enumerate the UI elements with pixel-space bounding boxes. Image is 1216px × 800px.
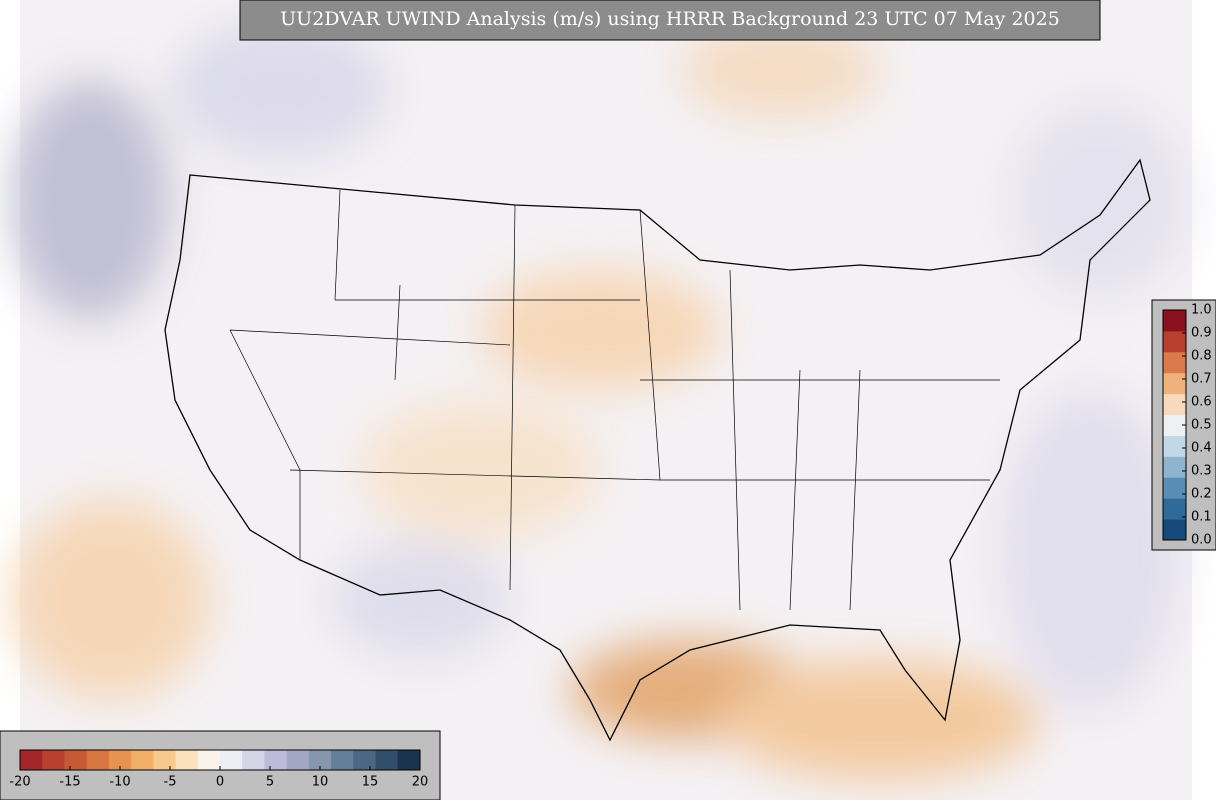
colorbar-tick-label: 0.1 — [1191, 510, 1212, 525]
colorbar-tick-label: -20 — [9, 775, 30, 790]
colorbar-tick-label: 0.4 — [1191, 441, 1212, 456]
colorbar-segment — [131, 750, 154, 770]
colorbar-segment — [42, 750, 65, 770]
colorbar-segment — [1163, 310, 1186, 332]
colorbar-tick-label: 0 — [216, 775, 224, 790]
colorbar-segment — [20, 750, 43, 770]
colorbar-segment — [1163, 456, 1186, 478]
colorbar-tick-label: -15 — [59, 775, 80, 790]
colorbar-tick-label: 20 — [412, 775, 429, 790]
colorbar-tick-label: -5 — [164, 775, 177, 790]
colorbar-segment — [153, 750, 177, 770]
colorbar-tick-label: 0.6 — [1191, 395, 1212, 410]
colorbar-tick-label: 0.7 — [1191, 372, 1212, 387]
colorbar-segment — [1163, 372, 1186, 395]
colorbar-segment — [86, 750, 110, 770]
colorbar-tick-label: 0.9 — [1191, 326, 1212, 341]
colorbar-segment — [1163, 519, 1186, 541]
colorbar-segment — [220, 750, 243, 770]
map-title: UU2DVAR UWIND Analysis (m/s) using HRRR … — [280, 8, 1060, 30]
colorbar-segment — [264, 750, 288, 770]
title-box: UU2DVAR UWIND Analysis (m/s) using HRRR … — [239, 0, 1101, 41]
colorbar-segment — [308, 750, 332, 770]
colorbar-segment — [1163, 330, 1186, 353]
colorbar-segment — [397, 750, 421, 770]
colorbar-tick-label: -10 — [109, 775, 130, 790]
colorbar-segment — [286, 750, 310, 770]
colorbar-segment — [331, 750, 354, 770]
colorbar-segment — [1163, 498, 1186, 520]
colorbar-segment — [108, 750, 132, 770]
colorbar-tick-label: 5 — [266, 775, 274, 790]
map-background — [10, 0, 1192, 800]
colorbar-segment — [353, 750, 377, 770]
colorbar-tick-label: 10 — [312, 775, 329, 790]
colorbar-tick-label: 0.5 — [1191, 418, 1212, 433]
colorbar-segment — [1163, 414, 1186, 436]
colorbar-tick-label: 0.3 — [1191, 464, 1212, 479]
colorbar-segment — [197, 750, 221, 770]
right-colorbar: 0.0 0.1 0.2 0.3 0.4 0.5 0.6 0.7 0.8 0.9 1.0 — [1151, 299, 1216, 551]
colorbar-tick-label: 15 — [362, 775, 379, 790]
colorbar-segment — [242, 750, 265, 770]
colorbar-segment — [1163, 477, 1186, 499]
colorbar-tick-label: 1.0 — [1191, 303, 1212, 318]
colorbar-segment — [1163, 393, 1186, 416]
colorbar-tick-label: 0.8 — [1191, 349, 1212, 364]
colorbar-segment — [175, 750, 199, 770]
colorbar-segment — [375, 750, 399, 770]
colorbar-segment — [1163, 351, 1186, 374]
colorbar-tick-label: 0.0 — [1191, 533, 1212, 548]
colorbar-tick-label: 0.2 — [1191, 487, 1212, 502]
colorbar-segment — [64, 750, 88, 770]
bottom-colorbar: -20 -15 -10 -5 0 5 10 15 20 — [0, 730, 441, 800]
colorbar-segment — [1163, 435, 1186, 457]
